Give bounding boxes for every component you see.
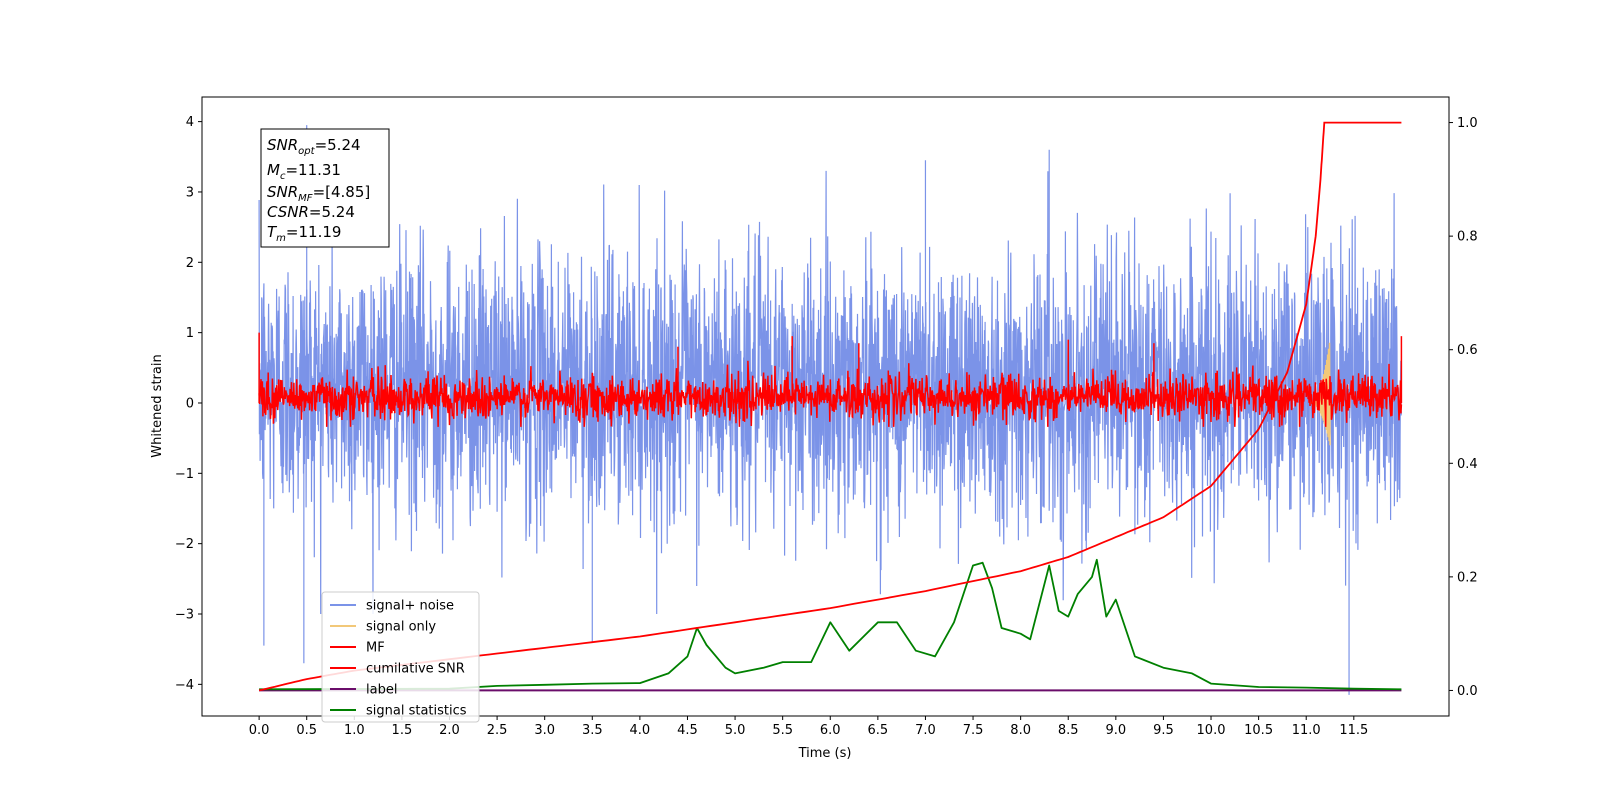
legend-items: signal+ noise signal only MF cumilative SNR…: [330, 599, 467, 719]
x-axis-ticks: 0.0 0.5 1.0 1.5 2.0 2.5 3.0 3.5 4.0 4.5 5.0 5.5 6.0 6…: [249, 716, 1368, 738]
legend-label: signal+ noise: [366, 599, 454, 614]
info-mc: Mc=11.31: [267, 161, 341, 182]
signal-statistics-line: [259, 558, 1402, 691]
x-tick-label: 2.5: [487, 723, 508, 738]
x-tick-label: 1.5: [392, 723, 413, 738]
legend-label: MF: [366, 641, 385, 656]
series-mf: [258, 332, 1403, 427]
x-tick-label: 9.5: [1153, 723, 1174, 738]
y-left-tick-label: −1: [175, 467, 194, 482]
x-tick-label: 0.0: [249, 723, 270, 738]
x-tick-label: 10.0: [1197, 723, 1226, 738]
series-signal-plus-noise: [258, 125, 1402, 695]
cumilative-snr-line: [258, 121, 1402, 692]
x-tick-label: 2.0: [439, 723, 460, 738]
y-axis-left-ticks: 4 3 2 1 0 −1 −2 −3 −4: [175, 115, 202, 693]
y-right-tick-label: 0.8: [1457, 230, 1478, 245]
x-tick-label: 11.5: [1339, 723, 1368, 738]
info-snr-opt: SNRopt=5.24: [267, 136, 361, 157]
x-tick-label: 5.0: [725, 723, 746, 738]
x-tick-label: 4.5: [677, 723, 698, 738]
y-right-tick-label: 0.2: [1457, 570, 1478, 585]
y-left-tick-label: 2: [186, 256, 194, 271]
info-box-frame: [260, 128, 390, 248]
signal-plus-noise-line: [258, 170, 1402, 615]
mf-line: [258, 360, 1403, 427]
x-tick-label: 5.5: [772, 723, 793, 738]
legend-label: cumilative SNR: [366, 662, 465, 677]
x-tick-label: 7.5: [963, 723, 984, 738]
series-signal-statistics: [259, 558, 1402, 691]
x-tick-label: 3.5: [582, 723, 603, 738]
y-right-tick-label: 0.4: [1457, 457, 1478, 472]
legend-label: signal only: [366, 620, 436, 635]
info-csnr: CSNR=5.24: [267, 203, 355, 221]
axes-frame: [201, 96, 1450, 717]
y-left-tick-label: 4: [186, 115, 194, 130]
y-left-tick-label: 1: [186, 326, 194, 341]
y-right-tick-label: 1.0: [1457, 116, 1478, 131]
x-tick-label: 10.5: [1244, 723, 1273, 738]
y-left-tick-label: 0: [186, 396, 194, 411]
y-left-tick-label: 3: [186, 185, 194, 200]
y-axis-left-label: Whitened strain: [150, 354, 165, 457]
legend-frame: [321, 591, 480, 723]
y-axis-right-ticks: 1.0 0.8 0.6 0.4 0.2 0.0: [1449, 116, 1478, 699]
y-left-tick-label: −2: [175, 537, 194, 552]
x-tick-label: 6.0: [820, 723, 841, 738]
x-tick-label: 4.0: [630, 723, 651, 738]
x-tick-label: 3.0: [534, 723, 555, 738]
y-right-tick-label: 0.0: [1457, 684, 1478, 699]
legend: signal+ noise signal only MF cumilative SNR…: [321, 591, 480, 723]
info-tm: Tm=11.19: [267, 223, 341, 244]
y-right-tick-label: 0.6: [1457, 343, 1478, 358]
x-tick-label: 8.0: [1010, 723, 1031, 738]
legend-label: label: [366, 683, 397, 698]
legend-label: signal statistics: [366, 704, 467, 719]
info-box: SNRopt=5.24 Mc=11.31 SNRMF=[4.85] CSNR=5…: [260, 128, 390, 248]
x-tick-label: 9.0: [1105, 723, 1126, 738]
x-tick-label: 11.0: [1292, 723, 1321, 738]
x-tick-label: 8.5: [1058, 723, 1079, 738]
y-left-tick-label: −4: [175, 678, 194, 693]
x-axis-label: Time (s): [798, 746, 852, 761]
info-snr-mf: SNRMF=[4.85]: [267, 183, 370, 204]
x-tick-label: 6.5: [868, 723, 889, 738]
series-cumilative-snr: [258, 121, 1402, 692]
y-left-tick-label: −3: [175, 608, 194, 623]
x-tick-label: 1.0: [344, 723, 365, 738]
x-tick-label: 7.0: [915, 723, 936, 738]
x-tick-label: 0.5: [296, 723, 317, 738]
